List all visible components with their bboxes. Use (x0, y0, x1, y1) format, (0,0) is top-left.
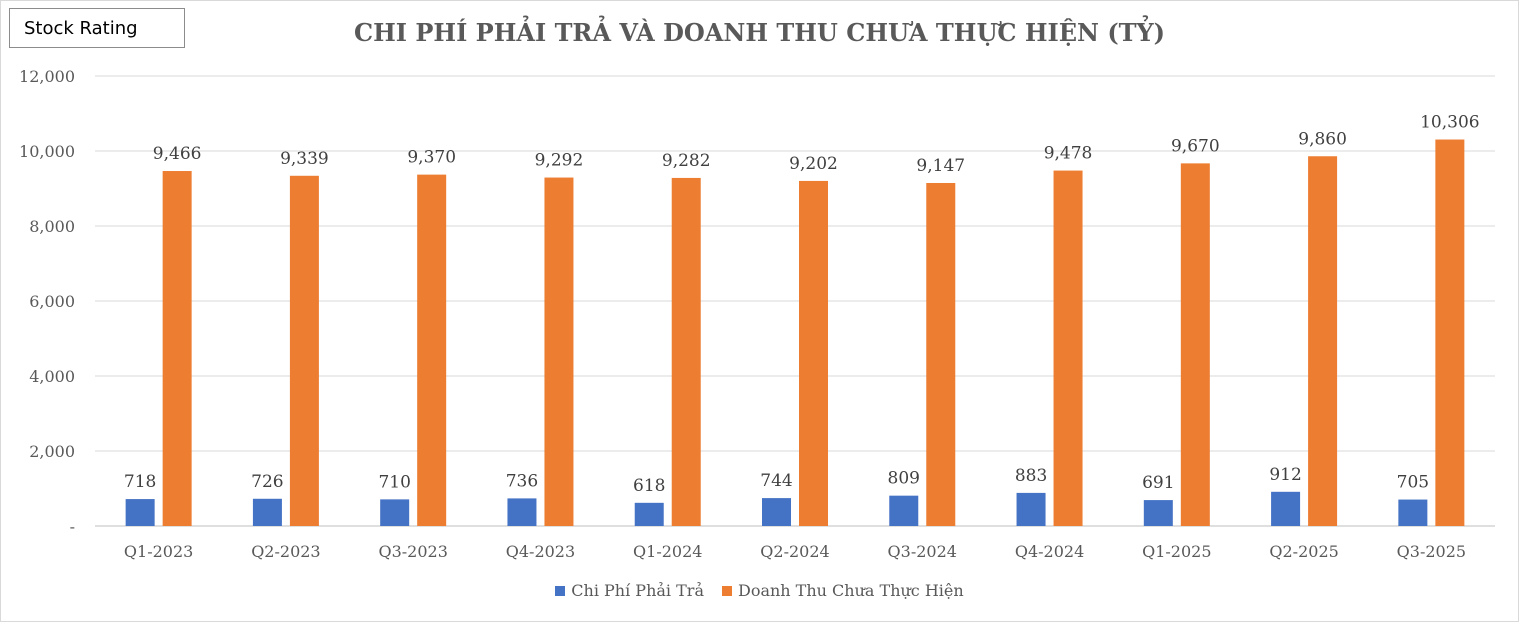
data-label: 705 (1397, 473, 1429, 493)
data-label: 9,292 (535, 151, 584, 171)
bar-chi-phi-phai-tra (634, 502, 664, 526)
bar-doanh-thu-chua-thuc-hien (1053, 170, 1083, 526)
bar-doanh-thu-chua-thuc-hien (799, 180, 828, 527)
chart-title: CHI PHÍ PHẢI TRẢ VÀ DOANH THU CHƯA THỰC … (353, 18, 1166, 47)
legend-swatch-series-2 (721, 585, 732, 596)
bar-doanh-thu-chua-thuc-hien (1180, 163, 1210, 526)
bar-chi-phi-phai-tra (1398, 499, 1428, 526)
bar-chi-phi-phai-tra (380, 499, 410, 526)
data-label: 912 (1269, 465, 1301, 485)
data-label: 736 (506, 471, 538, 491)
data-label: 691 (1142, 473, 1174, 493)
bar-doanh-thu-chua-thuc-hien (162, 171, 192, 526)
data-label: 9,860 (1298, 129, 1347, 149)
data-label: 710 (378, 472, 410, 492)
bar-chi-phi-phai-tra (1271, 491, 1301, 526)
y-tick-label: 4,000 (29, 367, 75, 386)
x-tick-label: Q4-2024 (1015, 542, 1084, 561)
bar-doanh-thu-chua-thuc-hien (671, 177, 701, 527)
legend-label-series-1: Chi Phí Phải Trả (571, 581, 704, 600)
x-tick-label: Q1-2024 (633, 542, 702, 561)
y-tick-label: 12,000 (19, 67, 75, 86)
x-tick-label: Q1-2025 (1142, 542, 1211, 561)
data-label: 718 (124, 472, 156, 492)
y-tick-label: 10,000 (19, 142, 75, 161)
x-tick-label: Q3-2024 (888, 542, 957, 561)
bar-chi-phi-phai-tra (252, 498, 282, 526)
legend-item-series-1: Chi Phí Phải Trả (555, 581, 704, 600)
x-tick-label: Q3-2023 (378, 542, 447, 561)
x-tick-label: Q2-2025 (1269, 542, 1338, 561)
x-tick-label: Q4-2023 (506, 542, 575, 561)
data-label: 618 (633, 476, 665, 496)
bar-doanh-thu-chua-thuc-hien (1308, 156, 1338, 526)
bar-doanh-thu-chua-thuc-hien (417, 174, 447, 526)
legend-item-series-2: Doanh Thu Chưa Thực Hiện (721, 581, 964, 600)
data-label: 9,339 (280, 149, 329, 169)
y-tick-label: - (70, 517, 75, 536)
data-label: 9,147 (916, 156, 965, 176)
data-label: 10,306 (1420, 113, 1479, 133)
bar-doanh-thu-chua-thuc-hien (926, 182, 956, 527)
data-label: 9,282 (662, 151, 711, 171)
bar-doanh-thu-chua-thuc-hien (544, 177, 574, 527)
bar-doanh-thu-chua-thuc-hien (289, 175, 319, 526)
data-label: 883 (1015, 466, 1047, 486)
y-tick-label: 2,000 (29, 442, 75, 461)
data-label: 9,202 (789, 154, 838, 174)
y-tick-label: 8,000 (29, 217, 75, 236)
bar-chi-phi-phai-tra (762, 498, 791, 526)
data-label: 9,466 (153, 144, 202, 164)
data-label: 9,478 (1044, 144, 1093, 164)
data-label: 9,670 (1171, 136, 1220, 156)
x-tick-label: Q3-2025 (1397, 542, 1466, 561)
y-tick-label: 6,000 (29, 292, 75, 311)
x-tick-label: Q2-2024 (760, 542, 829, 561)
bar-chi-phi-phai-tra (125, 499, 155, 526)
bar-chi-phi-phai-tra (889, 495, 919, 526)
data-label: 809 (888, 469, 920, 489)
bar-chi-phi-phai-tra (1016, 492, 1046, 526)
legend-label-series-2: Doanh Thu Chưa Thực Hiện (737, 581, 964, 600)
legend-swatch-series-1 (555, 585, 566, 596)
x-tick-label: Q1-2023 (124, 542, 193, 561)
data-label: 726 (251, 472, 283, 492)
stock-rating-label: Stock Rating (24, 17, 138, 39)
chart-legend: Chi Phí Phải Trả Doanh Thu Chưa Thực Hiệ… (0, 581, 1519, 600)
bar-chi-phi-phai-tra (1143, 500, 1173, 526)
bar-chi-phi-phai-tra (507, 498, 537, 526)
x-tick-label: Q2-2023 (251, 542, 320, 561)
data-label: 744 (760, 471, 792, 491)
bar-doanh-thu-chua-thuc-hien (1435, 139, 1465, 526)
stock-rating-badge: Stock Rating (9, 8, 185, 48)
data-label: 9,370 (407, 148, 456, 168)
